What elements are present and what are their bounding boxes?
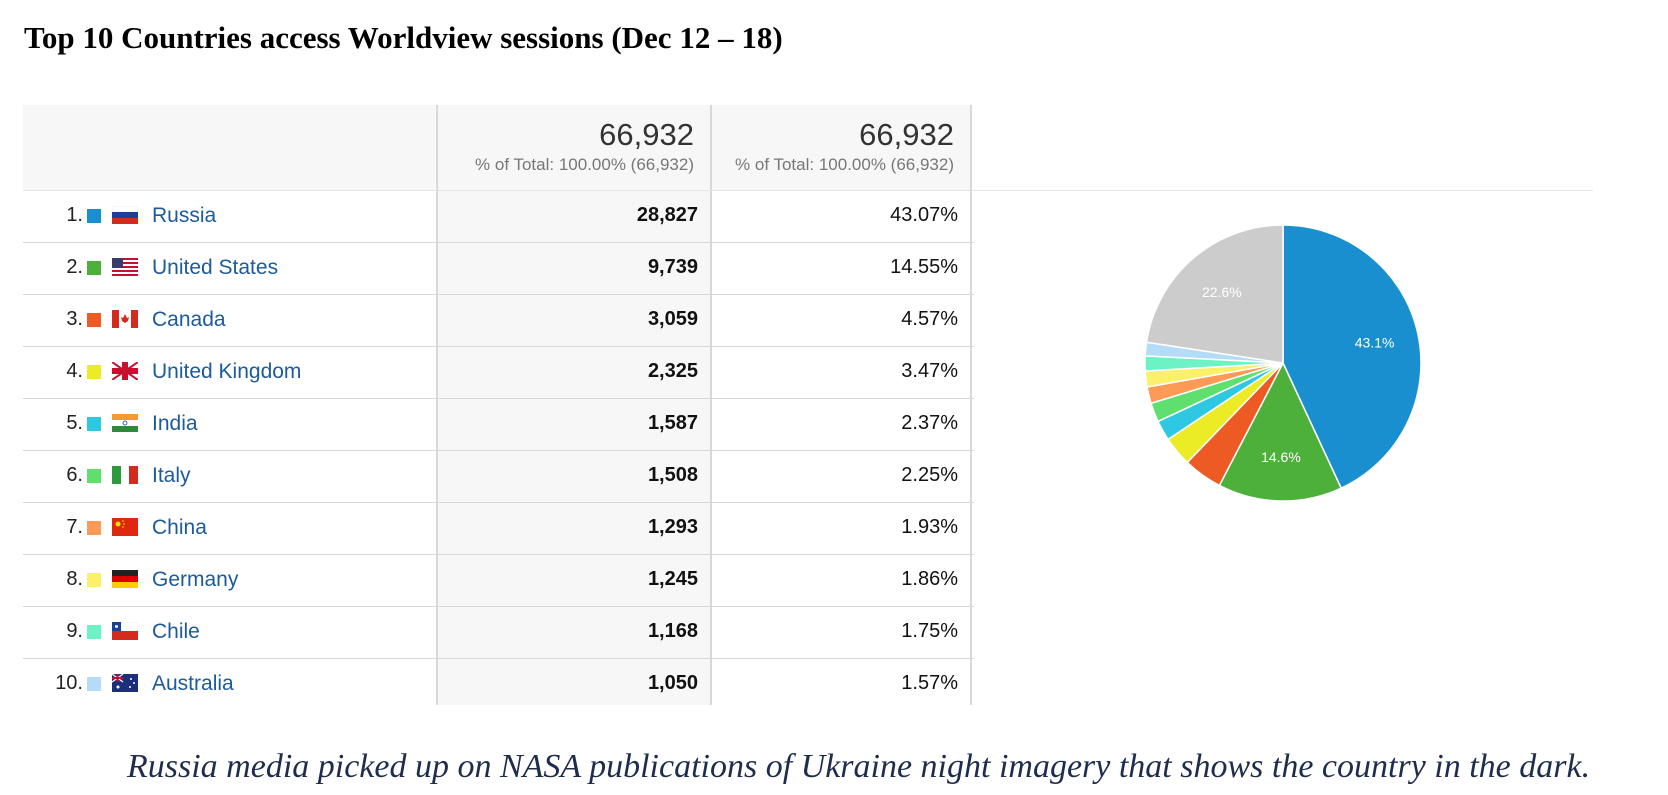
table-row: 2. United States 9,739 14.55% xyxy=(23,243,974,295)
series-color-swatch xyxy=(87,573,101,587)
row-index: 10. xyxy=(55,672,83,694)
uk-flag-icon xyxy=(112,362,138,380)
italy-flag-icon xyxy=(112,466,138,484)
sessions-value: 2,325 xyxy=(436,347,710,398)
series-color-swatch xyxy=(87,469,101,483)
country-link[interactable]: Italy xyxy=(152,464,191,487)
table-row: 5. India 1,587 2.37% xyxy=(23,399,974,451)
percent-value: 1.75% xyxy=(710,607,972,658)
header-divider xyxy=(23,190,1593,191)
percent-total-value: 66,932 xyxy=(859,117,954,152)
row-index: 3. xyxy=(66,308,83,330)
header-sessions-column: 66,932 % of Total: 100.00% (66,932) xyxy=(436,105,710,191)
table-row: 1. Russia 28,827 43.07% xyxy=(23,191,974,243)
sessions-total-value: 66,932 xyxy=(599,117,694,152)
row-index: 2. xyxy=(66,256,83,278)
percent-value: 3.47% xyxy=(710,347,972,398)
country-link[interactable]: Germany xyxy=(152,568,239,591)
sessions-value: 1,508 xyxy=(436,451,710,502)
sessions-value: 28,827 xyxy=(436,191,710,242)
country-link[interactable]: United Kingdom xyxy=(152,360,302,383)
sessions-value: 1,293 xyxy=(436,503,710,554)
series-color-swatch xyxy=(87,313,101,327)
sessions-value: 1,050 xyxy=(436,659,710,705)
table-row: 6. Italy 1,508 2.25% xyxy=(23,451,974,503)
australia-flag-icon xyxy=(112,674,138,692)
country-link[interactable]: Chile xyxy=(152,620,200,643)
sessions-value: 1,245 xyxy=(436,555,710,606)
page-title: Top 10 Countries access Worldview sessio… xyxy=(24,20,783,55)
row-index: 6. xyxy=(66,464,83,486)
header-percent-column: 66,932 % of Total: 100.00% (66,932) xyxy=(710,105,972,191)
country-link[interactable]: Russia xyxy=(152,204,217,227)
table-row: 3. Canada 3,059 4.57% xyxy=(23,295,974,347)
series-color-swatch xyxy=(87,365,101,379)
series-color-swatch xyxy=(87,521,101,535)
table-row: 10. Australia 1,050 1.57% xyxy=(23,659,974,705)
sessions-value: 3,059 xyxy=(436,295,710,346)
sessions-value: 1,587 xyxy=(436,399,710,450)
sessions-value: 1,168 xyxy=(436,607,710,658)
percent-value: 1.57% xyxy=(710,659,972,705)
sessions-total-subtext: % of Total: 100.00% (66,932) xyxy=(475,155,694,174)
row-index: 8. xyxy=(66,568,83,590)
pie-slice-label: 22.6% xyxy=(1202,284,1242,300)
table-row: 8. Germany 1,245 1.86% xyxy=(23,555,974,607)
series-color-swatch xyxy=(87,209,101,223)
row-index: 7. xyxy=(66,516,83,538)
canada-flag-icon xyxy=(112,310,138,328)
percent-value: 1.93% xyxy=(710,503,972,554)
country-link[interactable]: Canada xyxy=(152,308,226,331)
series-color-swatch xyxy=(87,625,101,639)
pie-slice xyxy=(1145,224,1284,364)
pie-slice-label: 14.6% xyxy=(1261,449,1301,465)
percent-value: 4.57% xyxy=(710,295,972,346)
header-country-cell xyxy=(23,105,435,191)
table-row: 7. China 1,293 1.93% xyxy=(23,503,974,555)
germany-flag-icon xyxy=(112,570,138,588)
country-link[interactable]: Australia xyxy=(152,672,234,695)
percent-total-subtext: % of Total: 100.00% (66,932) xyxy=(735,155,954,174)
chile-flag-icon xyxy=(112,622,138,640)
country-link[interactable]: India xyxy=(152,412,198,435)
india-flag-icon xyxy=(112,414,138,432)
row-index: 4. xyxy=(66,360,83,382)
country-link[interactable]: China xyxy=(152,516,207,539)
percent-value: 2.25% xyxy=(710,451,972,502)
table-row: 9. Chile 1,168 1.75% xyxy=(23,607,974,659)
percent-value: 43.07% xyxy=(710,191,972,242)
country-link[interactable]: United States xyxy=(152,256,279,279)
country-table: 1. Russia 28,827 43.07% 2. United States 9,739… xyxy=(23,191,974,705)
sessions-value: 9,739 xyxy=(436,243,710,294)
series-color-swatch xyxy=(87,417,101,431)
pie-slice xyxy=(1282,224,1422,490)
row-index: 9. xyxy=(66,620,83,642)
us-flag-icon xyxy=(112,258,138,276)
row-index: 5. xyxy=(66,412,83,434)
pie-slice-label: 43.1% xyxy=(1355,335,1395,351)
percent-value: 2.37% xyxy=(710,399,972,450)
series-color-swatch xyxy=(87,261,101,275)
pie-slice xyxy=(1218,361,1343,502)
percent-value: 14.55% xyxy=(710,243,972,294)
percent-value: 1.86% xyxy=(710,555,972,606)
countries-report: 66,932 % of Total: 100.00% (66,932) 66,9… xyxy=(23,105,1593,705)
russia-flag-icon xyxy=(112,206,138,224)
table-row: 4. United Kingdom 2,325 3.47% xyxy=(23,347,974,399)
sessions-pie-chart: 43.1% 14.6% 22.6% xyxy=(1144,224,1422,502)
row-index: 1. xyxy=(66,204,83,226)
series-color-swatch xyxy=(87,677,101,691)
caption: Russia media picked up on NASA publicati… xyxy=(127,748,1591,785)
china-flag-icon xyxy=(112,518,138,536)
